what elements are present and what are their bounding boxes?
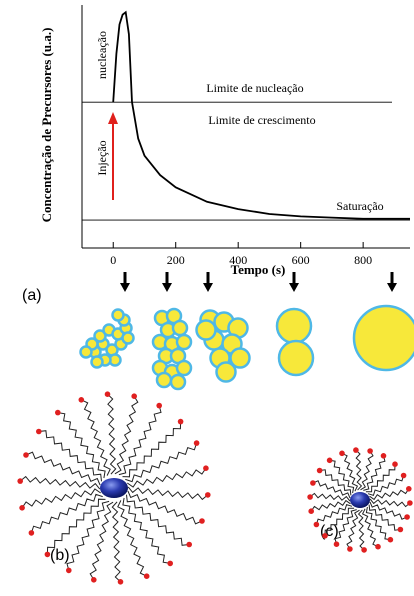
x-tick-label: 200 [167,253,185,267]
reference-label: Limite de nucleação [206,81,303,95]
ligand-head [361,547,367,553]
ligand-chain [128,487,208,500]
ligand-head [317,468,323,474]
ligand-head [381,453,387,459]
ligand-head [66,568,72,574]
ligand-head [205,492,211,498]
injection-arrow-head [108,112,118,124]
ligand-head [144,573,150,579]
ligand-head [19,505,25,511]
particle [177,335,191,349]
particle [279,341,313,375]
ligand-chain [368,476,404,496]
particle [197,321,216,340]
ligand-head [29,530,35,536]
ligand-head [401,473,407,479]
ligand-chain [361,451,374,490]
annotation: Injeção [95,140,109,175]
ligand-head [404,514,410,520]
ligand-head [36,429,42,435]
ligand-head [353,447,359,453]
particle [177,361,191,375]
ligand-head [203,465,209,471]
ligand-head [199,518,205,524]
particle [354,306,414,370]
ligand-chain [90,502,113,580]
ligand-head [339,451,345,457]
x-tick-label: 0 [110,253,116,267]
ligand-head [307,494,313,500]
ligand-chain [359,510,365,550]
ligand-head [55,410,61,416]
ligand-head [334,541,340,547]
ligand-chain [31,494,102,533]
ligand-head [388,537,394,543]
ligand-head [407,500,413,506]
ligand-chain [347,510,360,549]
ligand-head [406,486,412,492]
particle [113,310,124,321]
x-tick-label: 800 [354,253,372,267]
ligand-head [45,552,51,558]
ligand-chain [115,396,138,474]
ligand-head [178,419,184,425]
ligand-chain [67,501,109,570]
particle [81,347,92,358]
particles [81,306,414,389]
panel-label: (b) [50,547,70,564]
reference-label: Limite de crescimento [208,113,315,127]
particle [92,357,103,368]
ligand-head [367,448,373,454]
nanoparticle-core [100,478,128,498]
particle [217,363,236,382]
ligand-chain [127,468,206,487]
figure: Concentração de Precursores (u.a.) Tempo… [0,0,414,596]
x-tick-label: 600 [292,253,310,267]
particle [173,321,187,335]
ligand-head [131,393,137,399]
ligand-head [398,527,404,533]
nanoparticle-core [350,492,370,508]
ligand-chain [356,450,362,490]
ligand-chain [119,406,161,475]
ligand-head [167,561,173,567]
ligand-head [17,478,23,484]
particle [123,333,134,344]
ligand-chain [20,477,100,490]
panel-label: (a) [22,287,42,304]
ligand-head [322,533,328,539]
ligand-head [23,452,29,458]
ligand-chain [39,431,102,482]
ligand-chain [112,502,120,582]
ligand-head [327,458,333,464]
ligand-chain [22,489,101,508]
ligand-chain [316,505,352,525]
reference-label: Saturação [336,199,383,213]
ligand-head [314,522,320,528]
ligand-chain [125,443,196,482]
ligand-head [308,508,314,514]
ligand-chain [127,495,190,546]
ligand-head [375,544,381,550]
ligand-head [118,579,124,585]
annotation: nucleação [95,31,109,79]
x-tick-label: 400 [229,253,247,267]
ligand-head [186,542,192,548]
ligand-head [91,577,97,583]
panel-label: (c) [320,523,339,540]
particle [157,373,171,387]
ligand-head [194,440,200,446]
particle [277,309,311,343]
ligand-head [310,480,316,486]
ligand-head [156,403,162,409]
particle [171,375,185,389]
ligand-head [79,397,85,403]
ligand-head [347,546,353,552]
y-axis-label: Concentração de Precursores (u.a.) [39,28,54,223]
nanoparticles [17,391,412,584]
ligand-head [392,461,398,467]
ligand-head [105,391,111,397]
ligand-chain [108,394,116,474]
